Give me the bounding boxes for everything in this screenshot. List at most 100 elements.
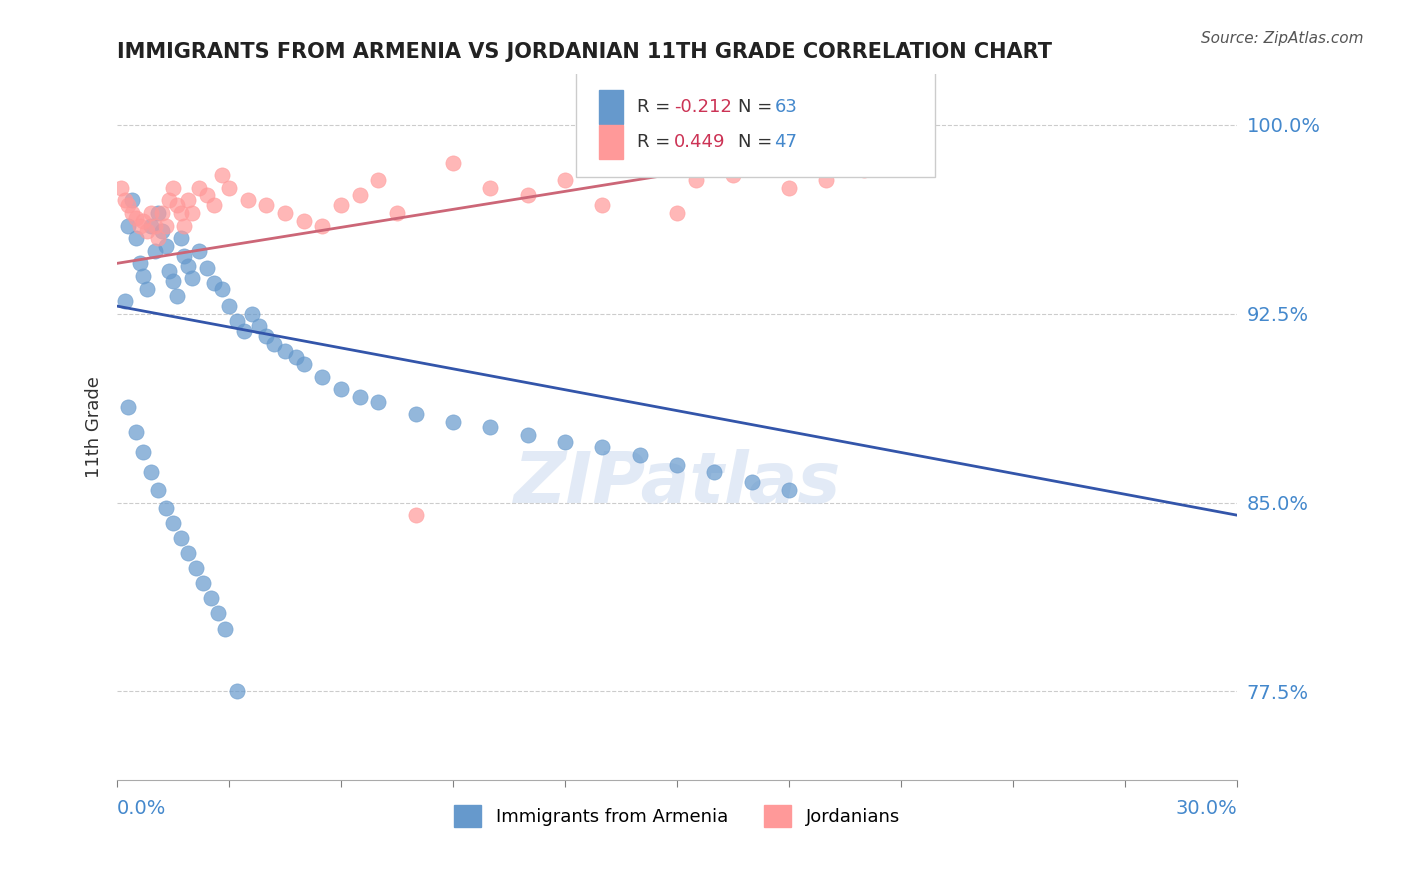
Point	[132, 213, 155, 227]
Point	[479, 420, 502, 434]
Point	[240, 307, 263, 321]
Text: 0.0%: 0.0%	[117, 799, 166, 818]
Point	[367, 394, 389, 409]
Point	[218, 299, 240, 313]
Point	[125, 211, 148, 225]
Point	[177, 194, 200, 208]
Point	[132, 268, 155, 283]
Point	[202, 277, 225, 291]
Point	[367, 173, 389, 187]
Point	[405, 408, 427, 422]
Text: -0.212: -0.212	[673, 98, 731, 116]
Point	[184, 561, 207, 575]
Point	[143, 219, 166, 233]
Point	[173, 249, 195, 263]
Point	[852, 163, 875, 178]
Point	[148, 483, 170, 497]
Point	[169, 531, 191, 545]
Point	[721, 168, 744, 182]
Point	[200, 591, 222, 606]
Point	[110, 180, 132, 194]
Point	[666, 458, 689, 472]
Point	[162, 180, 184, 194]
Point	[628, 155, 651, 169]
Point	[150, 223, 173, 237]
Point	[148, 206, 170, 220]
Point	[628, 448, 651, 462]
Point	[159, 194, 181, 208]
Point	[211, 168, 233, 182]
Point	[136, 223, 159, 237]
Point	[173, 219, 195, 233]
Point	[195, 188, 218, 202]
Point	[225, 684, 247, 698]
Point	[166, 289, 188, 303]
Point	[666, 206, 689, 220]
Point	[169, 206, 191, 220]
Point	[256, 329, 278, 343]
Text: N =: N =	[738, 133, 778, 151]
Point	[114, 294, 136, 309]
Text: 63: 63	[775, 98, 797, 116]
Point	[202, 198, 225, 212]
Point	[177, 546, 200, 560]
Point	[195, 261, 218, 276]
Point	[479, 180, 502, 194]
Point	[155, 219, 177, 233]
Point	[166, 198, 188, 212]
Point	[207, 607, 229, 621]
Point	[349, 390, 371, 404]
Text: N =: N =	[738, 98, 778, 116]
Point	[143, 244, 166, 258]
Point	[214, 622, 236, 636]
Point	[150, 206, 173, 220]
Point	[815, 173, 838, 187]
Point	[256, 198, 278, 212]
Text: R =: R =	[637, 133, 676, 151]
Point	[139, 466, 162, 480]
Point	[292, 357, 315, 371]
Point	[191, 576, 214, 591]
Point	[263, 337, 285, 351]
Point	[703, 466, 725, 480]
Point	[274, 206, 297, 220]
Point	[385, 206, 408, 220]
Point	[128, 219, 150, 233]
Point	[292, 213, 315, 227]
Point	[778, 483, 800, 497]
Point	[685, 173, 707, 187]
Point	[211, 281, 233, 295]
Point	[188, 244, 211, 258]
Point	[247, 319, 270, 334]
Point	[121, 206, 143, 220]
Text: Source: ZipAtlas.com: Source: ZipAtlas.com	[1201, 31, 1364, 46]
Point	[741, 475, 763, 490]
FancyBboxPatch shape	[576, 70, 935, 177]
Point	[311, 219, 333, 233]
Point	[441, 155, 464, 169]
Point	[274, 344, 297, 359]
Text: R =: R =	[637, 98, 676, 116]
Point	[117, 400, 139, 414]
Text: ZIPatlas: ZIPatlas	[513, 449, 841, 518]
Point	[330, 382, 353, 396]
Point	[405, 508, 427, 523]
Point	[155, 238, 177, 252]
Point	[132, 445, 155, 459]
Point	[117, 198, 139, 212]
Point	[516, 188, 538, 202]
Point	[125, 425, 148, 439]
Point	[180, 206, 202, 220]
Point	[554, 435, 576, 450]
Point	[233, 324, 256, 338]
Y-axis label: 11th Grade: 11th Grade	[86, 376, 103, 478]
Point	[159, 264, 181, 278]
Point	[139, 219, 162, 233]
Point	[441, 415, 464, 429]
Point	[591, 440, 613, 454]
Point	[169, 231, 191, 245]
Point	[162, 274, 184, 288]
Point	[285, 350, 308, 364]
Point	[225, 314, 247, 328]
Point	[148, 231, 170, 245]
